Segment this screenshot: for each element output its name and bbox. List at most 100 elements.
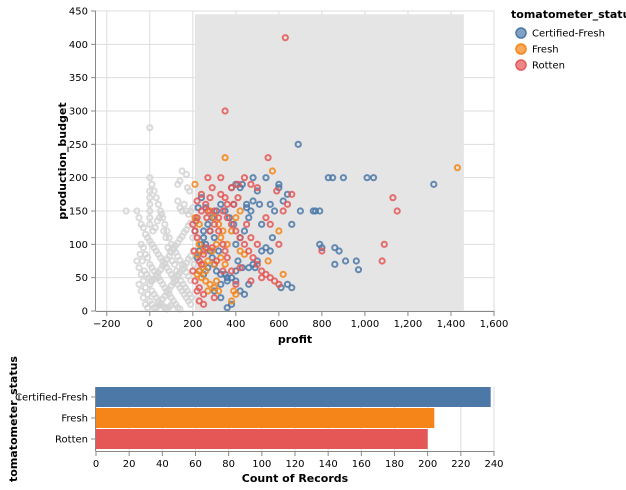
x-tick-label: 400 [226,319,245,330]
scatter-point-certified-fresh [258,220,266,228]
scatter-point-unselected [139,244,147,252]
scatter-point-certified-fresh [369,174,378,182]
y-tick-label: 100 [69,240,88,251]
scatter-point-rotten [266,274,274,282]
scatter-point-rotten [212,257,221,265]
bar-category-label: Fresh [61,414,88,425]
legend-item-certified-fresh[interactable]: Certified-Fresh [515,27,605,40]
scatter-point-certified-fresh [236,287,244,295]
scatter-point-rotten [195,297,203,305]
scatter-point-certified-fresh [341,257,350,265]
scatter-point-certified-fresh [217,280,225,288]
bar-x-tick-label: 80 [222,459,235,470]
bar-category-label: Certified-Fresh [15,393,88,404]
scatter-point-certified-fresh [242,204,251,212]
scatter-point-rotten [236,234,244,242]
scatter-point-rotten [389,194,397,202]
scatter-point-fresh [212,277,221,285]
scatter-point-unselected [174,180,182,188]
scatter-point-fresh [206,280,214,288]
scatter-point-rotten [221,107,229,115]
legend-item-fresh[interactable]: Fresh [515,43,559,56]
bar-x-tick-label: 240 [484,459,503,470]
bar-x-tick-label: 60 [189,459,202,470]
scatter-point-certified-fresh [210,234,218,242]
scatter-point-certified-fresh [296,207,304,215]
scatter-point-rotten [242,220,251,228]
scatter-point-rotten [223,254,231,262]
scatter-point-rotten [210,294,218,302]
scatter-point-rotten [258,274,266,282]
x-tick-label: 1,400 [437,319,466,330]
bar-x-tick-label: 200 [418,459,437,470]
scatter-plot[interactable]: −200 0 200 400 600 800 1,000 1,200 1,400 1,600 0 50… [56,7,508,347]
scatter-point-rotten [217,174,225,182]
scatter-point-unselected [144,290,152,298]
y-tick-label: 200 [69,173,88,184]
scatter-point-certified-fresh [208,254,216,262]
x-tick-label: 1,600 [480,319,509,330]
scatter-point-rotten [217,190,225,198]
scatter-point-unselected [154,200,162,208]
scatter-point-fresh [232,214,240,222]
scatter-point-unselected [137,287,145,295]
scatter-point-rotten [215,227,223,235]
scatter-point-rotten [247,277,255,285]
legend[interactable]: tomatometer_status Certified-Fresh Fresh R… [511,8,626,72]
scatter-point-unselected [144,304,152,312]
scatter-point-rotten [210,220,218,228]
scatter-point-fresh [217,254,225,262]
scatter-axes: −200 0 200 400 600 800 1,000 1,200 1,400 1,600 0 50… [69,7,508,331]
scatter-point-rotten [253,184,261,192]
scatter-point-certified-fresh [262,174,270,182]
bar-axes: Certified-Fresh Fresh Rotten 0 20 40 60 80 100 12… [15,387,504,470]
scatter-point-certified-fresh [227,300,236,308]
scatter-point-rotten [223,214,231,222]
scatter-point-certified-fresh [268,234,277,242]
scatter-point-unselected [139,277,147,285]
scatter-point-rotten [197,207,206,215]
legend-label: Certified-Fresh [532,29,605,40]
bar-chart: Certified-Fresh Fresh Rotten 0 20 40 60 80 100 12… [7,356,504,485]
scatter-point-rotten [190,247,198,255]
scatter-point-rotten [221,194,229,202]
scatter-point-rotten [270,277,279,285]
scatter-point-rotten [221,247,229,255]
scatter-point-rotten [275,240,283,248]
y-tick-label: 50 [75,273,88,284]
scatter-point-certified-fresh [352,257,360,265]
scatter-point-fresh [215,287,223,295]
scatter-point-rotten [223,200,231,208]
scatter-point-fresh [221,260,229,268]
scatter-point-rotten [203,214,211,222]
x-tick-label: 1,000 [351,319,380,330]
scatter-point-certified-fresh [223,277,231,285]
scatter-point-fresh [268,167,277,175]
scatter-point-unselected [180,200,188,208]
scatter-point-unselected [136,250,144,258]
scatter-point-rotten [393,207,401,215]
scatter-point-fresh [202,277,210,285]
legend-items[interactable]: Certified-Fresh Fresh Rotten [515,27,605,72]
brush-selection[interactable] [194,14,464,311]
scatter-point-rotten [247,234,255,242]
legend-symbol [515,43,527,55]
scatter-point-fresh [208,247,216,255]
scatter-point-certified-fresh [329,174,337,182]
scatter-point-certified-fresh [255,200,264,208]
scatter-point-unselected [139,224,147,232]
scatter-point-rotten [208,184,216,192]
scatter-point-rotten [247,180,255,188]
legend-item-rotten[interactable]: Rotten [515,59,565,72]
scatter-point-rotten [193,287,201,295]
scatter-point-certified-fresh [266,200,274,208]
scatter-point-certified-fresh [294,140,302,148]
legend-symbol [515,27,527,39]
scatter-point-certified-fresh [331,260,339,268]
scatter-points [122,34,462,313]
x-tick-label: −200 [93,319,120,330]
scatter-point-certified-fresh [197,194,206,202]
scatter-point-unselected [135,264,143,272]
scatter-point-rotten [191,227,199,235]
